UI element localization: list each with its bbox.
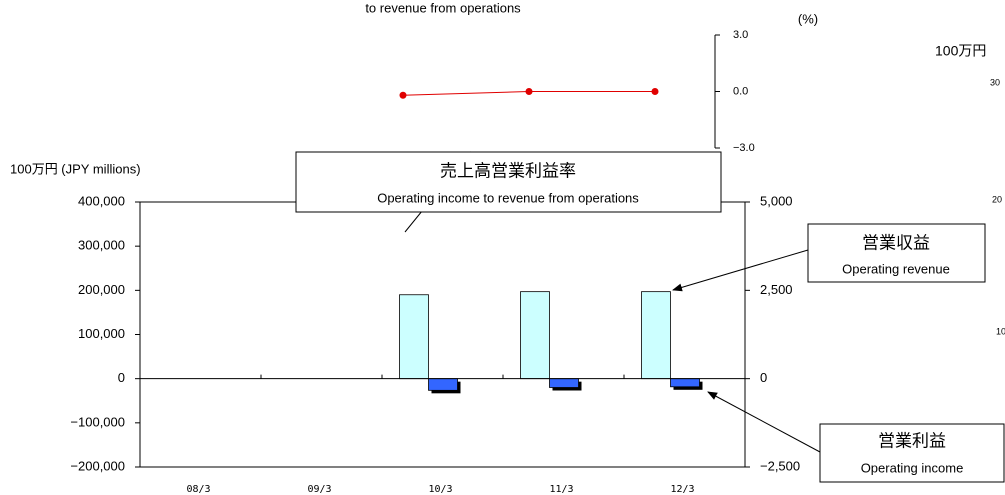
annotation-title: 営業収益 (862, 233, 930, 252)
cropped-label: 10 (996, 326, 1005, 336)
bar (520, 291, 550, 380)
y-tick-label: 200,000 (78, 282, 125, 297)
y-tick-label: 0 (118, 370, 125, 385)
bar (670, 378, 700, 388)
bar (549, 378, 579, 388)
point (651, 88, 659, 95)
y2-tick-label: 2,500 (760, 282, 793, 297)
x-tick-label: 08/3 (186, 484, 210, 495)
annotations: 売上高営業利益率 Operating income to revenue fro… (295, 151, 1005, 483)
cropped-label: 20 (992, 194, 1002, 204)
x-tick-label: 10/3 (428, 484, 452, 495)
x-tick-label: 11/3 (549, 484, 573, 495)
cropped-label: 100万円 (935, 43, 986, 59)
x-tick-label: 12/3 (670, 484, 694, 495)
y-tick-label: 300,000 (78, 238, 125, 253)
arrow (672, 249, 809, 292)
x-tick-label: 09/3 (307, 484, 331, 495)
y2-tick-label: −2,500 (760, 458, 800, 473)
annotation-subtitle: Operating income to revenue from operati… (377, 190, 639, 205)
bar (641, 291, 671, 380)
arrow (707, 391, 821, 453)
y-tick-label: −3.0 (733, 142, 755, 154)
annotation-subtitle: Operating revenue (842, 261, 950, 276)
annotation-title: 売上高営業利益率 (440, 161, 576, 180)
y-tick-label: 0.0 (733, 85, 748, 97)
annotation-box (819, 423, 1005, 483)
y2-tick-label: 0 (760, 370, 767, 385)
y-tick-label: −200,000 (70, 458, 125, 473)
annotation-box (295, 151, 722, 213)
y-axis-label: (%) (798, 11, 818, 26)
y2-tick-label: 5,000 (760, 193, 793, 208)
y-axis-label: 100万円 (JPY millions) (10, 161, 141, 176)
cropped-label: 30 (990, 77, 1000, 87)
annotation-title: 営業利益 (878, 431, 946, 450)
y-tick-label: 3.0 (733, 29, 748, 41)
annotation-box (807, 223, 986, 283)
bar (428, 378, 458, 391)
annotation-subtitle: Operating income (861, 460, 964, 475)
point (525, 88, 533, 95)
bar (399, 294, 429, 380)
y-tick-label: 400,000 (78, 193, 125, 208)
y-tick-label: −100,000 (70, 414, 125, 429)
point (399, 91, 407, 99)
y-tick-label: 100,000 (78, 326, 125, 341)
chart-title: to revenue from operations (365, 0, 521, 15)
